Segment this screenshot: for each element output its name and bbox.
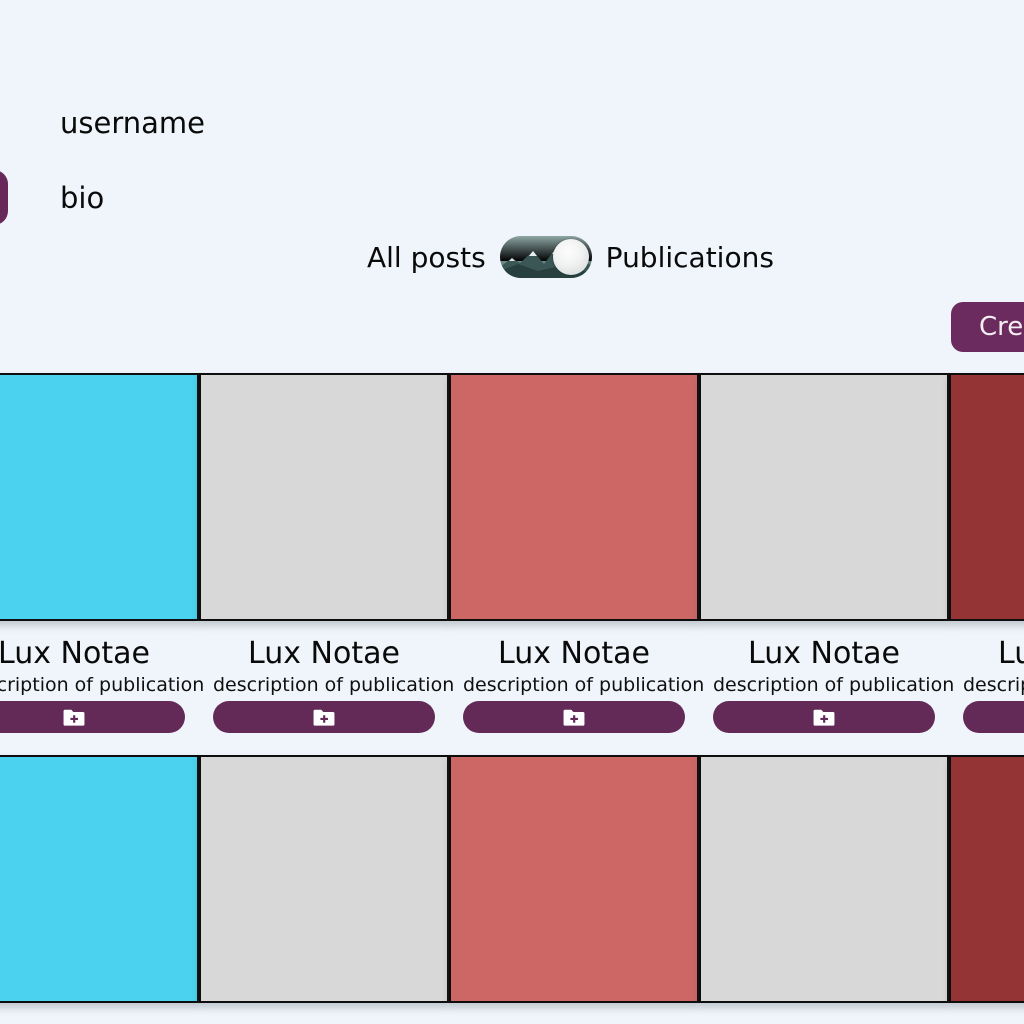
publication-cover-image[interactable] [949, 373, 1024, 621]
publication-card-body: Lux Notae description of publication [449, 621, 705, 755]
folder-plus-icon [563, 709, 585, 726]
add-to-publication-button[interactable] [963, 700, 1024, 733]
publications-row [0, 755, 1024, 1003]
publication-cover-image[interactable] [949, 755, 1024, 1003]
add-to-publication-button[interactable] [0, 700, 185, 733]
publication-card-body: Lux Notae description of publication [949, 621, 1024, 755]
publication-card [449, 755, 699, 1003]
publication-title: Lux Notae [0, 636, 150, 671]
publication-card: Lux Notae description of publication [699, 373, 955, 755]
folder-plus-icon [813, 709, 835, 726]
publication-card [0, 755, 199, 1003]
publication-card [949, 755, 1024, 1003]
publication-cover-image[interactable] [699, 755, 949, 1003]
folder-plus-icon [313, 709, 335, 726]
publication-card [699, 755, 949, 1003]
publication-card: Lux Notae description of publication [199, 373, 455, 755]
publication-card: Lux Notae description of publication [449, 373, 705, 755]
publication-cover-image[interactable] [449, 373, 699, 621]
publication-title: Lux Notae [248, 636, 400, 671]
publication-description: description of publication [963, 673, 1024, 696]
publication-card-body: Lux Notae description of publication [699, 621, 955, 755]
publication-card: Lux Notae description of publication [949, 373, 1024, 755]
publication-description: description of publication [713, 673, 955, 696]
create-publication-button[interactable]: Create [951, 302, 1024, 352]
profile-bio: bio [60, 181, 105, 215]
publication-title: Lux Notae [998, 636, 1024, 671]
add-to-publication-button[interactable] [463, 700, 685, 733]
posts-publications-toggle[interactable] [499, 236, 592, 278]
publication-cover-image[interactable] [199, 755, 449, 1003]
publication-description: description of publication [0, 673, 205, 696]
publication-description: description of publication [213, 673, 455, 696]
publication-title: Lux Notae [498, 636, 650, 671]
publication-card: Lux Notae description of publication [0, 373, 205, 755]
folder-plus-icon [63, 709, 85, 726]
publication-description: description of publication [463, 673, 705, 696]
filter-label-publications: Publications [605, 240, 774, 274]
publication-cover-image[interactable] [0, 373, 199, 621]
filter-label-all-posts: All posts [367, 240, 486, 274]
toggle-knob[interactable] [552, 239, 589, 275]
publication-card-body: Lux Notae description of publication [199, 621, 455, 755]
publications-grid: Lux Notae description of publication Lux… [0, 373, 1024, 1003]
publication-cover-image[interactable] [449, 755, 699, 1003]
publication-cover-image[interactable] [0, 755, 199, 1003]
avatar [0, 170, 8, 225]
profile-username: username [60, 106, 205, 140]
add-to-publication-button[interactable] [213, 700, 435, 733]
publication-cover-image[interactable] [199, 373, 449, 621]
publication-card-body: Lux Notae description of publication [0, 621, 205, 755]
posts-filter: All posts Publications [367, 236, 774, 278]
add-to-publication-button[interactable] [713, 700, 935, 733]
publication-cover-image[interactable] [699, 373, 949, 621]
publications-row: Lux Notae description of publication Lux… [0, 373, 1024, 755]
publication-title: Lux Notae [748, 636, 900, 671]
publication-card [199, 755, 449, 1003]
